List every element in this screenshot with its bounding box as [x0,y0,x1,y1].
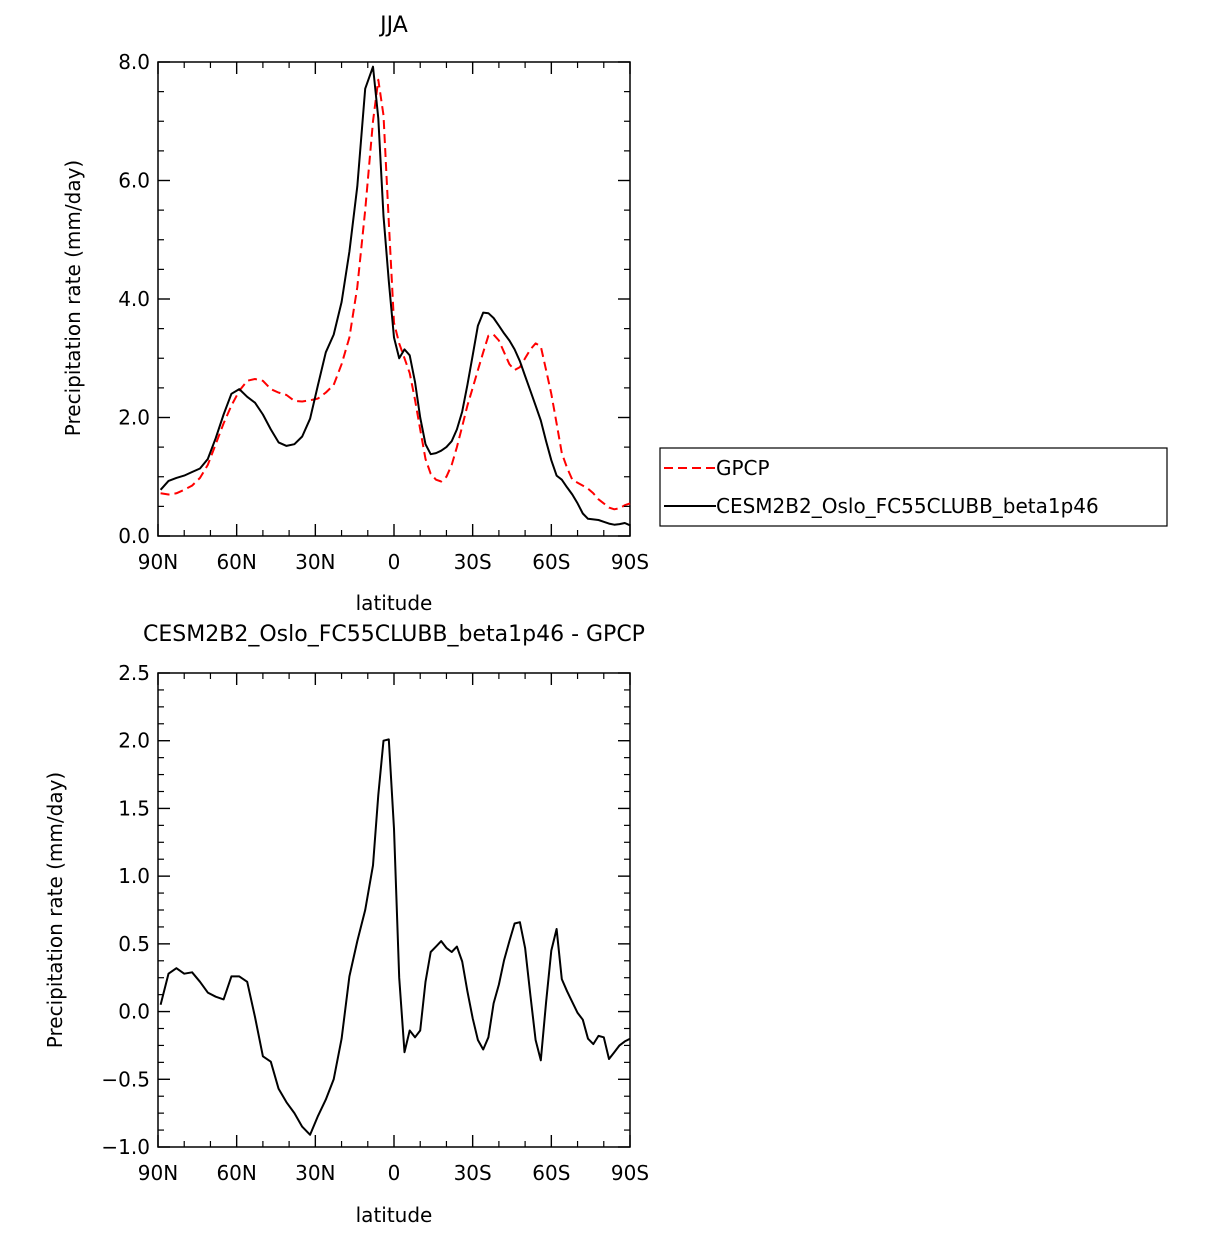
x-tick-label: 30S [454,1161,492,1185]
y-tick-label: 2.0 [118,406,150,430]
legend-box [659,447,1168,527]
y-tick-label: −1.0 [101,1135,150,1159]
x-tick-label: 30N [295,1161,335,1185]
x-axis-label: latitude [356,591,433,615]
x-tick-label: 60N [216,1161,256,1185]
chart-title: JJA [378,13,408,38]
legend-label-gpcp: GPCP [716,456,770,480]
legend-entry-gpcp: GPCP [664,456,770,480]
series-line-cesm2b2_oslo_fc55clubb_beta1p46 [159,65,631,527]
legend-entry-cesm: CESM2B2_Oslo_FC55CLUBB_beta1p46 [664,494,1099,518]
x-tick-label: 0 [388,1161,401,1185]
plot-frame [157,672,631,1148]
legend-label-cesm: CESM2B2_Oslo_FC55CLUBB_beta1p46 [716,494,1099,518]
y-tick-label: 1.0 [118,864,150,888]
y-tick-label: 2.0 [118,729,150,753]
legend: GPCP CESM2B2_Oslo_FC55CLUBB_beta1p46 [659,447,1168,527]
y-tick-label: 1.5 [118,796,150,820]
x-tick-label: 90S [611,550,649,574]
x-tick-label: 30S [454,550,492,574]
x-tick-label: 30N [295,550,335,574]
chart-title: CESM2B2_Oslo_FC55CLUBB_beta1p46 - GPCP [143,622,645,647]
y-axis-label: Precipitation rate (mm/day) [61,160,85,436]
y-tick-label: −0.5 [101,1067,150,1091]
difference-panel: CESM2B2_Oslo_FC55CLUBB_beta1p46 - GPCP −… [43,622,649,1227]
plot-frame [157,61,631,537]
x-tick-label: 60S [532,1161,570,1185]
y-tick-label: 6.0 [118,169,150,193]
x-axis-label: latitude [356,1203,433,1227]
x-tick-label: 60S [532,550,570,574]
series-line-difference [159,738,631,1136]
y-tick-label: 0.0 [118,1000,150,1024]
x-tick-label: 0 [388,550,401,574]
x-tick-label: 90N [138,550,178,574]
y-tick-label: 4.0 [118,287,150,311]
y-tick-label: 8.0 [118,50,150,74]
series-line-gpcp [160,78,631,511]
x-tick-label: 90S [611,1161,649,1185]
x-tick-label: 60N [216,550,256,574]
y-tick-label: 2.5 [118,661,150,685]
y-tick-label: 0.5 [118,932,150,956]
mean-precip-panel: JJA 0.02.04.06.08.0 90N 60N 30N 0 30S 60S 90S … [61,13,649,615]
x-tick-label: 90N [138,1161,178,1185]
y-tick-label: 0.0 [118,524,150,548]
y-axis-label: Precipitation rate (mm/day) [43,772,67,1048]
